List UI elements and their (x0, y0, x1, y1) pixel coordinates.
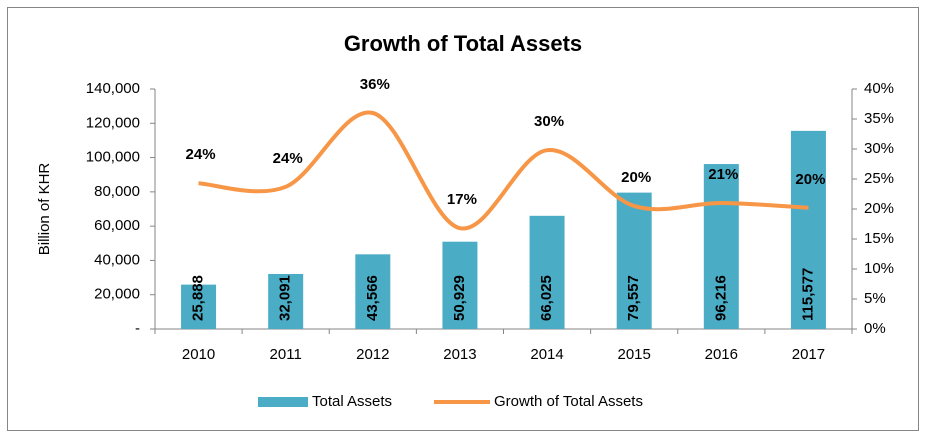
bar (181, 284, 217, 329)
bar-value-label: 32,091 (277, 275, 294, 321)
legend-label: Total Assets (312, 393, 392, 410)
bar (268, 273, 304, 329)
line-value-label: 20% (795, 171, 825, 188)
bar-value-label: 25,888 (190, 275, 207, 321)
legend-label: Growth of Total Assets (494, 393, 643, 410)
y2-tick-label: 0% (864, 320, 886, 337)
y-tick-label: 20,000 (94, 286, 140, 303)
x-tick-label: 2014 (530, 346, 563, 363)
x-tick-label: 2013 (443, 346, 476, 363)
y2-tick-label: 30% (864, 140, 894, 157)
bar-value-label: 96,216 (712, 275, 729, 321)
bar (790, 130, 826, 329)
bar-value-label: 50,929 (451, 275, 468, 321)
line-value-label: 24% (186, 146, 216, 163)
y-tick-label: 120,000 (86, 114, 140, 131)
line-value-label: 21% (708, 166, 738, 183)
y-tick-label: 100,000 (86, 149, 140, 166)
x-tick-label: 2012 (356, 346, 389, 363)
y2-tick-label: 5% (864, 290, 886, 307)
line-value-label: 17% (447, 191, 477, 208)
y-axis-label: Billion of KHR (36, 163, 53, 256)
y-tick-label: 140,000 (86, 80, 140, 97)
bar (529, 215, 565, 329)
y2-tick-label: 35% (864, 110, 894, 127)
x-tick-label: 2015 (618, 346, 651, 363)
chart-title: Growth of Total Assets (344, 31, 582, 56)
y2-tick-label: 20% (864, 200, 894, 217)
x-tick-label: 2011 (270, 346, 302, 363)
y-tick-label: 40,000 (94, 251, 140, 268)
x-tick-label: 2017 (792, 346, 825, 363)
chart-border (7, 7, 919, 431)
y-tick-label: - (135, 320, 140, 337)
y-tick-label: 60,000 (94, 217, 140, 234)
x-tick-label: 2016 (705, 346, 738, 363)
line-value-label: 30% (534, 113, 564, 130)
bar-value-label: 115,577 (799, 268, 816, 321)
line-value-label: 20% (621, 169, 651, 186)
y-tick-label: 80,000 (94, 183, 140, 200)
bar (355, 254, 391, 329)
bar (703, 164, 739, 329)
line-value-label: 36% (360, 76, 390, 93)
line-value-label: 24% (273, 150, 303, 167)
y2-tick-label: 10% (864, 260, 894, 277)
x-tick-label: 2010 (182, 346, 215, 363)
bar-value-label: 66,025 (538, 275, 555, 321)
y2-tick-label: 25% (864, 170, 894, 187)
legend-swatch (258, 397, 308, 407)
bar-value-label: 43,566 (364, 275, 381, 321)
bar (442, 241, 478, 329)
y2-tick-label: 15% (864, 230, 894, 247)
growth-line (198, 110, 809, 231)
bar-value-label: 79,557 (625, 275, 642, 321)
bar (616, 192, 652, 329)
y2-tick-label: 40% (864, 80, 894, 97)
